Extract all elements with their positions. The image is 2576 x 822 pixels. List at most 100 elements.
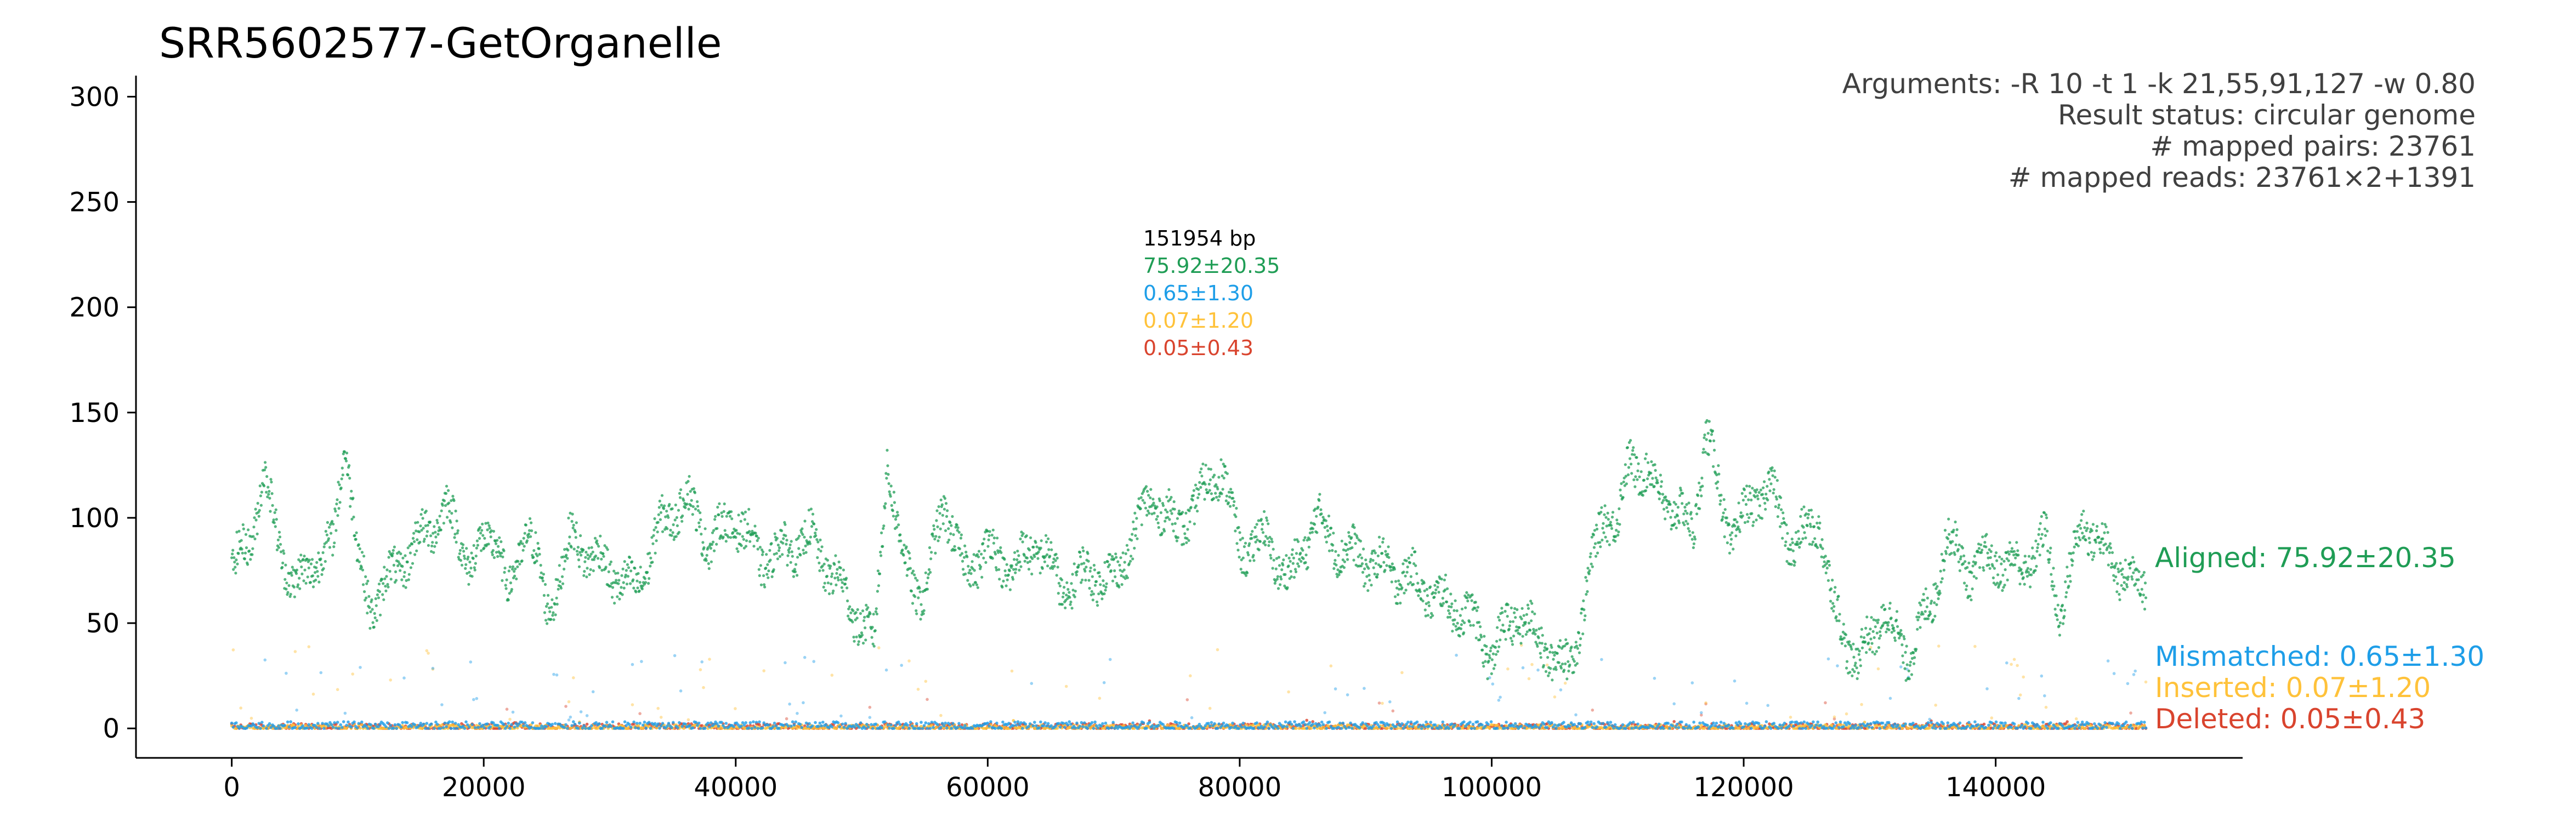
aligned-point — [260, 490, 263, 494]
aligned-point — [358, 560, 361, 563]
mismatched-point — [1139, 723, 1142, 727]
inserted-point — [1839, 723, 1842, 727]
aligned-point — [382, 598, 385, 601]
aligned-point — [376, 593, 379, 596]
aligned-point — [332, 545, 336, 549]
mismatched-point — [1869, 722, 1873, 726]
mismatched-point — [1783, 721, 1786, 725]
mismatched-point — [1932, 723, 1936, 727]
mismatched-point — [1054, 724, 1058, 728]
mismatched-point — [622, 727, 625, 730]
mismatched-point — [286, 720, 290, 724]
aligned-point — [402, 575, 406, 578]
aligned-point — [825, 574, 829, 578]
mismatched-point — [478, 722, 481, 726]
mismatched-point — [1063, 726, 1066, 729]
mismatched-point — [443, 721, 447, 725]
aligned-point — [604, 566, 608, 569]
mismatched-point — [511, 710, 515, 714]
mismatched-point — [597, 722, 601, 726]
mismatched-point — [1536, 668, 1540, 672]
aligned-point — [723, 502, 726, 506]
aligned-point — [528, 517, 532, 521]
aligned-point — [657, 513, 660, 516]
mismatched-point — [469, 660, 473, 664]
inserted-point — [1990, 716, 1994, 720]
aligned-point — [809, 507, 813, 511]
aligned-point — [744, 545, 748, 548]
mismatched-point — [1033, 721, 1036, 724]
aligned-point — [654, 551, 657, 555]
mismatched-point — [658, 727, 661, 730]
aligned-point — [576, 553, 579, 556]
mismatched-point — [1021, 727, 1024, 730]
mismatched-point — [1229, 726, 1233, 729]
deleted-point — [1311, 720, 1314, 723]
aligned-point — [535, 560, 538, 563]
aligned-point — [398, 550, 401, 553]
mismatched-point — [1635, 726, 1638, 729]
aligned-point — [622, 581, 625, 584]
aligned-point — [803, 535, 806, 539]
mismatched-point — [1998, 724, 2001, 728]
mismatched-point — [1313, 726, 1316, 730]
aligned-point — [247, 528, 250, 532]
aligned-point — [711, 531, 714, 534]
aligned-point — [877, 584, 881, 587]
aligned-point — [513, 574, 517, 578]
aligned-point — [406, 546, 410, 550]
aligned-point — [636, 579, 639, 583]
aligned-point — [691, 513, 694, 516]
aligned-point — [586, 553, 589, 557]
inserted-point — [1400, 671, 1404, 675]
mismatched-point — [2002, 724, 2006, 728]
aligned-point — [514, 567, 517, 570]
inserted-point — [1476, 727, 1479, 730]
mismatched-point — [419, 722, 423, 725]
aligned-point — [234, 566, 237, 569]
aligned-point — [563, 548, 566, 551]
mismatched-point — [2086, 722, 2090, 726]
aligned-point — [889, 484, 893, 488]
aligned-point — [819, 550, 822, 553]
aligned-point — [480, 549, 483, 552]
aligned-point — [861, 609, 865, 613]
aligned-point — [486, 521, 490, 525]
aligned-point — [767, 576, 770, 579]
mismatched-point — [609, 724, 613, 728]
inserted-point — [1973, 644, 1977, 648]
mismatched-point — [2005, 661, 2008, 665]
aligned-point — [892, 490, 895, 494]
aligned-point — [899, 539, 903, 543]
aligned-point — [476, 544, 480, 547]
aligned-point — [560, 575, 564, 578]
mismatched-point — [1267, 727, 1270, 730]
aligned-point — [889, 495, 892, 498]
aligned-point — [887, 482, 890, 486]
mismatched-point — [1612, 726, 1615, 730]
mismatched-point — [1151, 724, 1154, 727]
aligned-point — [701, 553, 704, 557]
aligned-point — [660, 504, 663, 507]
inserted-point — [1789, 716, 1792, 719]
aligned-point — [597, 557, 600, 560]
aligned-point — [475, 539, 479, 543]
aligned-point — [277, 546, 281, 549]
mismatched-point — [393, 723, 397, 727]
aligned-point — [543, 611, 547, 614]
aligned-point — [246, 563, 249, 566]
aligned-point — [821, 569, 825, 572]
aligned-point — [483, 536, 486, 540]
aligned-point — [761, 550, 765, 553]
aligned-point — [852, 609, 855, 613]
aligned-point — [600, 557, 603, 561]
inserted-point — [427, 652, 430, 655]
mismatched-point — [1519, 724, 1523, 728]
aligned-point — [532, 556, 535, 559]
aligned-point — [626, 575, 629, 578]
mismatched-point — [1807, 722, 1811, 726]
aligned-point — [507, 569, 510, 573]
inserted-point — [637, 724, 640, 727]
aligned-point — [320, 573, 324, 576]
aligned-point — [536, 541, 540, 545]
